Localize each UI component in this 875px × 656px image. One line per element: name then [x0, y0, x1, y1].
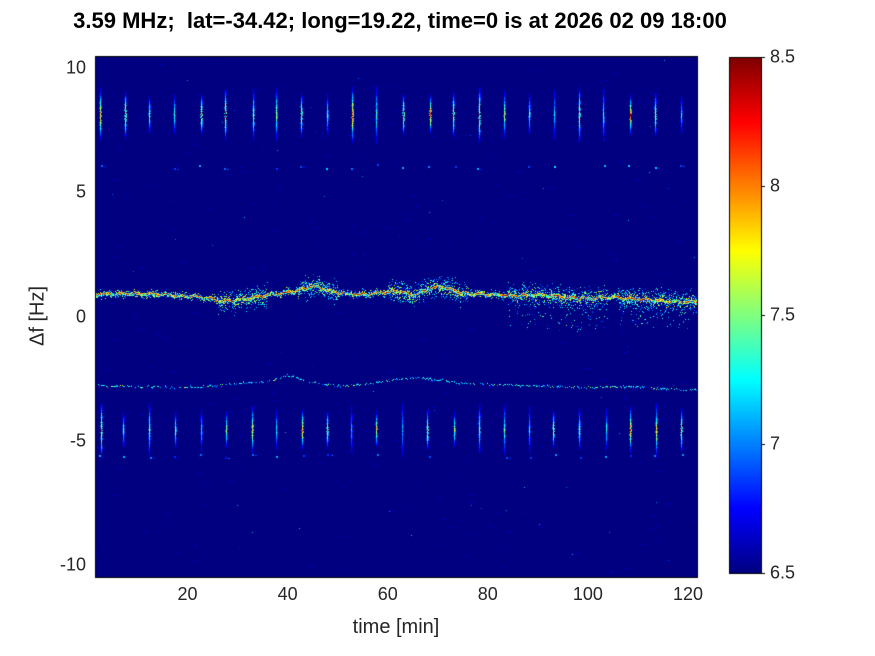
y-tick-label: 10 — [65, 57, 86, 78]
x-tick-label: 20 — [177, 584, 198, 604]
colorbar-tick-label: 8 — [770, 175, 781, 196]
x-tick-label: 120 — [672, 584, 704, 604]
colorbar-tick-label: 7 — [770, 433, 781, 454]
y-axis-label: Δf [Hz] — [26, 285, 49, 347]
x-tick-label: 80 — [477, 584, 498, 604]
x-tick-label: 60 — [377, 584, 398, 604]
y-tick-label: -10 — [59, 554, 86, 575]
plot-title: 3.59 MHz; lat=-34.42; long=19.22, time=0… — [73, 8, 727, 33]
x-axis-label: time [min] — [352, 616, 440, 638]
y-tick-label: -5 — [69, 430, 86, 451]
x-tick-label: 100 — [572, 584, 603, 604]
y-tick-label: 5 — [75, 181, 86, 202]
x-tick-label: 40 — [277, 584, 298, 604]
colorbar-tick-label: 6.5 — [770, 562, 796, 583]
colorbar-tick-label: 8.5 — [770, 46, 796, 67]
colorbar-tick-label: 7.5 — [770, 304, 796, 325]
y-tick-label: 0 — [75, 306, 86, 326]
